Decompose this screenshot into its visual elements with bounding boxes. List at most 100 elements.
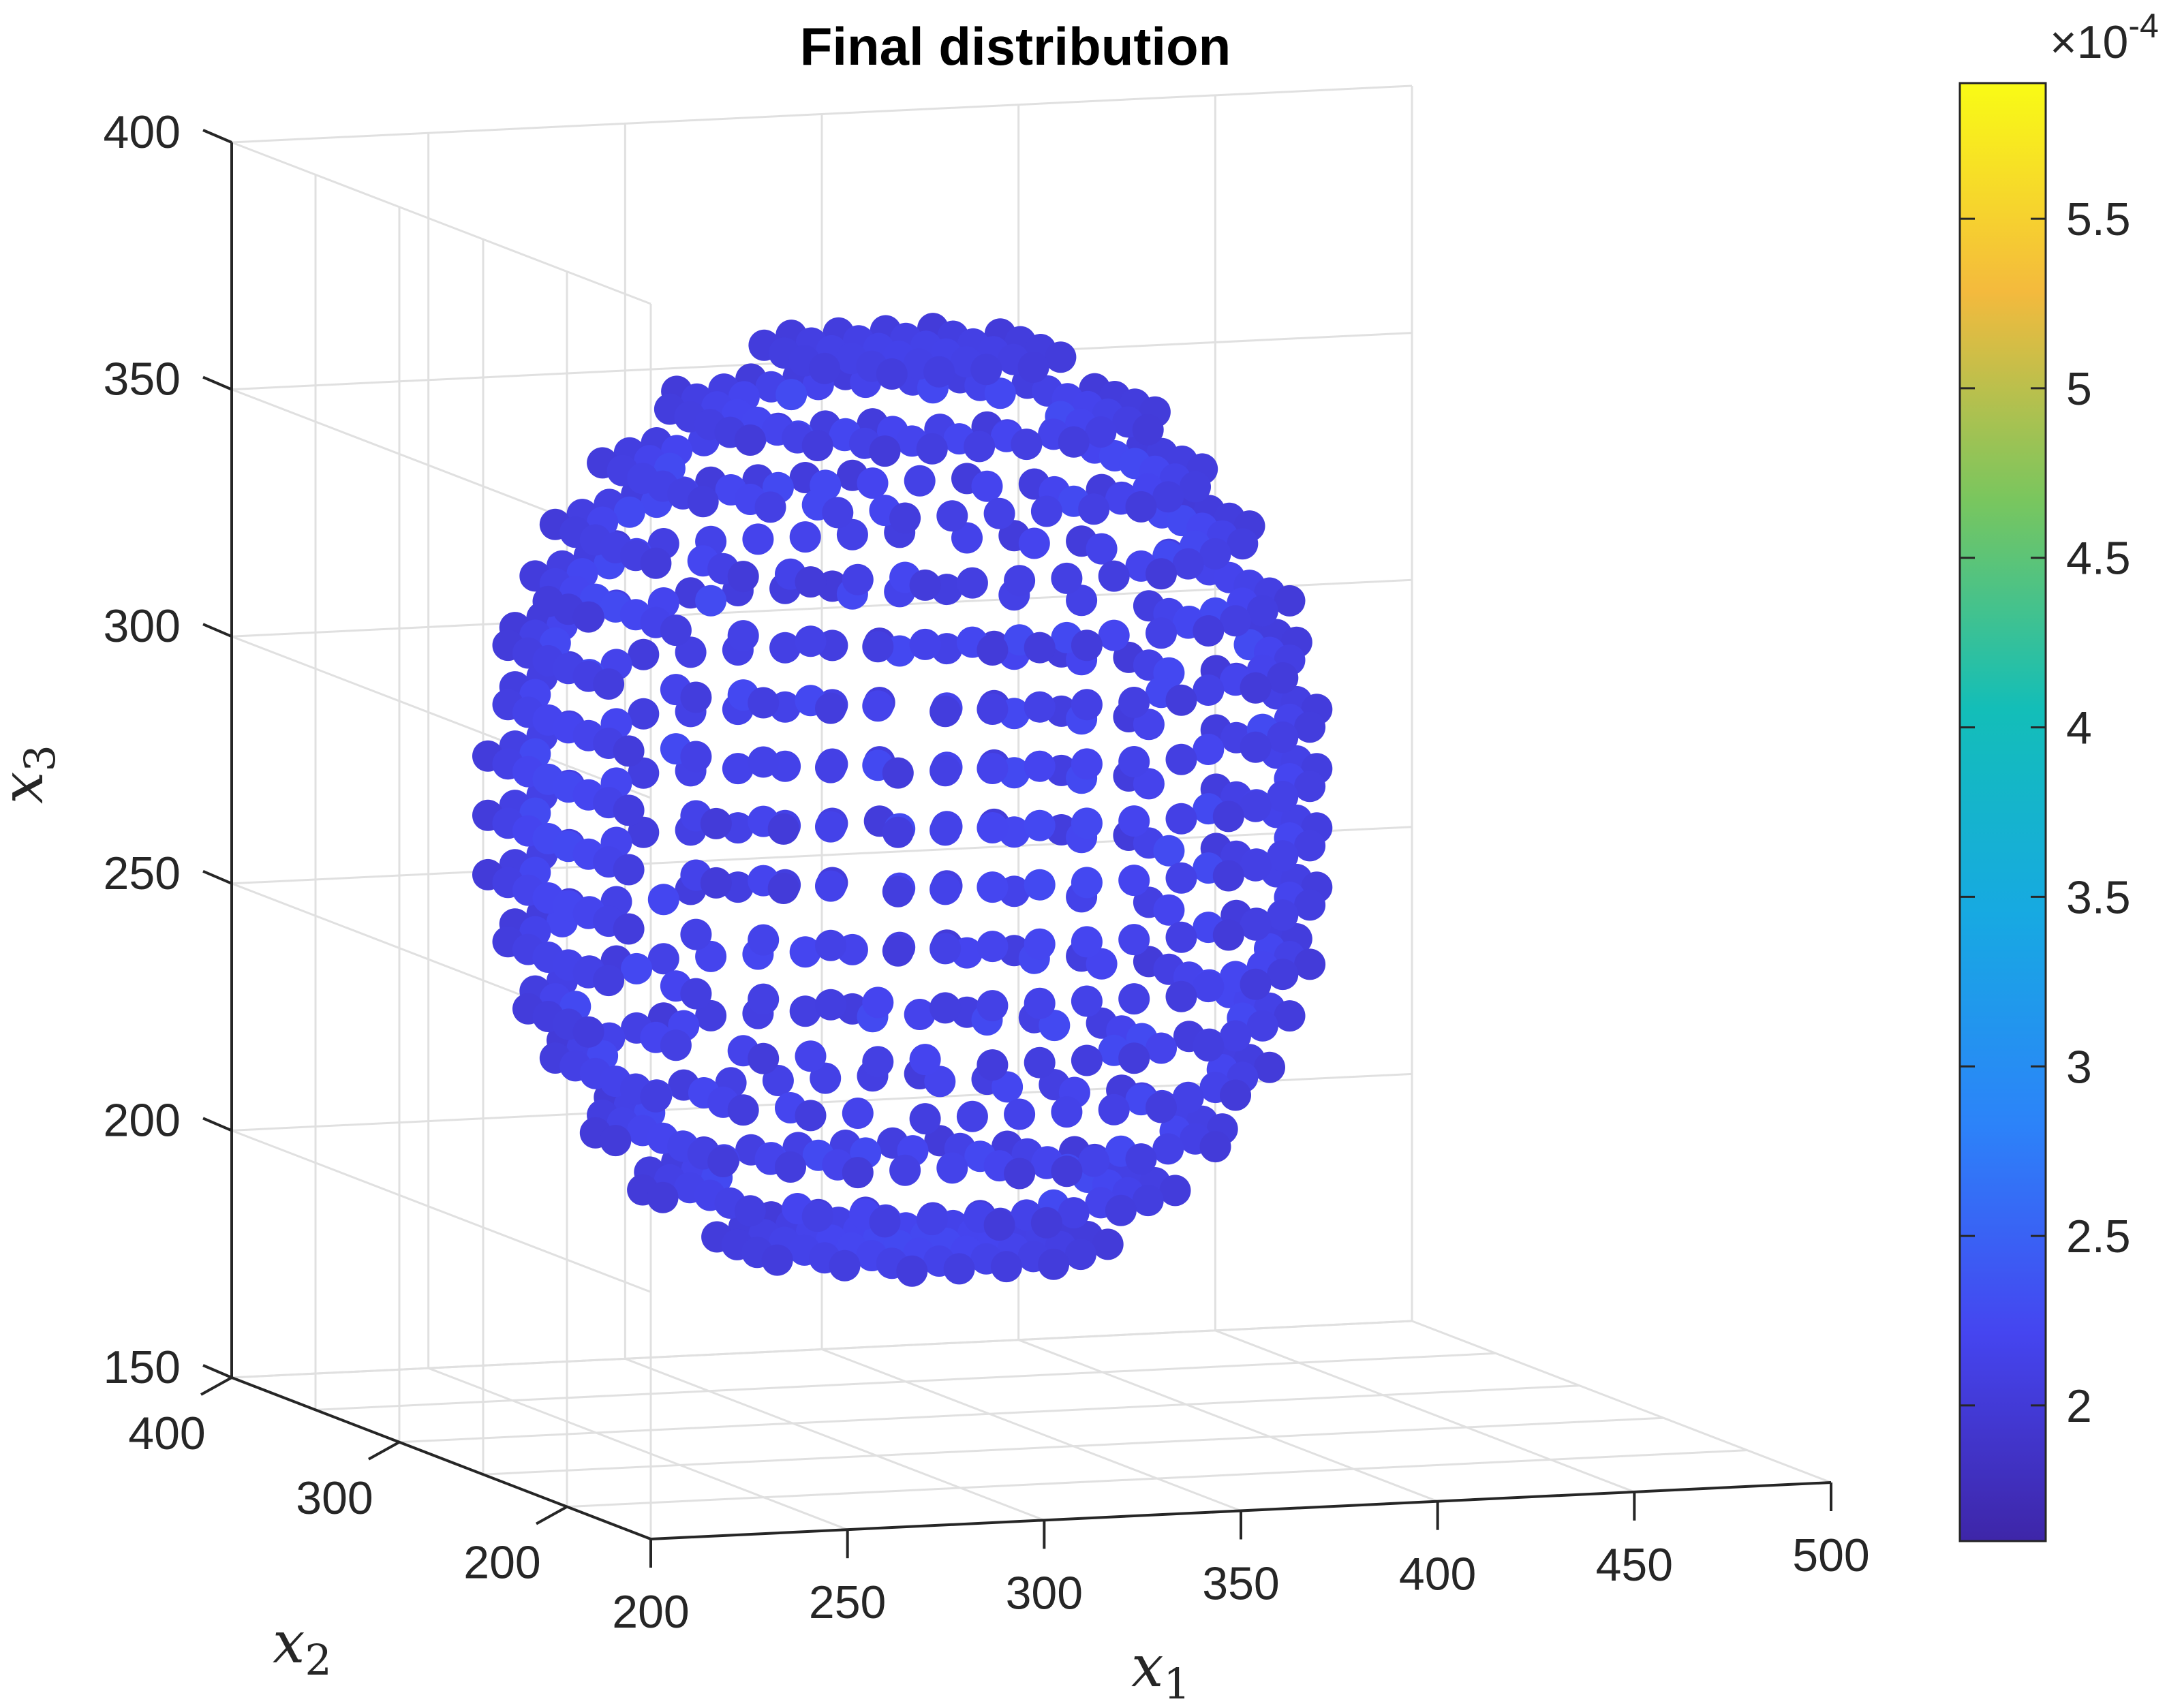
- data-point: [1098, 1093, 1130, 1125]
- data-point: [1038, 1248, 1070, 1280]
- x3-axis-label: x3: [0, 745, 65, 804]
- data-point: [904, 465, 936, 497]
- floor-gridline: [624, 1357, 1045, 1521]
- data-point: [680, 741, 712, 773]
- data-point: [1071, 985, 1103, 1017]
- data-point: [1199, 1131, 1231, 1163]
- wall-gridline: [231, 141, 651, 305]
- x2-tick-label: 400: [128, 1408, 205, 1459]
- x2-tick-label: 300: [296, 1472, 373, 1524]
- data-point: [929, 933, 962, 965]
- x1-tick-label: 400: [1399, 1549, 1476, 1600]
- data-point: [1051, 562, 1083, 594]
- data-point: [1212, 801, 1244, 833]
- data-point: [1267, 781, 1299, 812]
- data-point: [795, 1100, 827, 1132]
- x3-tick: [202, 623, 232, 638]
- data-point: [1240, 909, 1272, 941]
- data-point: [857, 467, 889, 499]
- x1-tick-label: 300: [1006, 1567, 1083, 1619]
- data-point: [1058, 426, 1090, 458]
- floor-gridline: [482, 1416, 1664, 1476]
- data-point: [1125, 1143, 1157, 1175]
- x2-tick: [368, 1441, 400, 1461]
- data-point: [869, 435, 901, 467]
- wall-gridline: [231, 1320, 1413, 1379]
- data-point: [734, 424, 766, 456]
- data-point: [1004, 1098, 1036, 1130]
- colorbar: [1958, 82, 2047, 1542]
- data-point: [896, 1255, 928, 1287]
- data-point: [951, 522, 983, 554]
- data-point: [1105, 1194, 1137, 1226]
- data-point: [1118, 746, 1150, 777]
- data-point: [1180, 471, 1211, 503]
- data-point: [789, 995, 821, 1027]
- data-point: [1240, 850, 1272, 882]
- data-point: [1246, 595, 1278, 627]
- data-point: [707, 1146, 739, 1177]
- data-point: [904, 999, 936, 1030]
- data-point: [700, 867, 732, 899]
- x2-axis-label: x2: [273, 1609, 332, 1685]
- data-point: [1125, 491, 1157, 523]
- data-point: [628, 698, 660, 730]
- x1-tick-label: 250: [809, 1577, 886, 1628]
- data-point: [1132, 1185, 1164, 1217]
- x3-tick: [202, 1117, 232, 1132]
- data-point: [1159, 1175, 1191, 1207]
- data-point: [977, 990, 1009, 1022]
- data-point: [647, 1181, 679, 1213]
- x2-tick: [200, 1376, 232, 1396]
- floor-gridline: [315, 1352, 1496, 1411]
- data-point: [1294, 711, 1326, 743]
- data-point: [1030, 495, 1062, 527]
- data-point: [956, 567, 988, 599]
- data-point: [1240, 672, 1272, 704]
- floor-gridline: [428, 1367, 848, 1531]
- data-point: [1118, 983, 1150, 1015]
- data-point: [810, 1062, 842, 1094]
- floor-gridline: [1411, 1320, 1832, 1484]
- data-point: [593, 668, 625, 700]
- data-point: [795, 566, 827, 598]
- data-point: [1153, 835, 1185, 867]
- colorbar-tick-label: 4.5: [2066, 533, 2131, 585]
- data-point: [600, 1125, 632, 1157]
- data-point: [862, 631, 894, 663]
- data-point: [1024, 809, 1056, 841]
- data-point: [640, 547, 672, 579]
- data-point: [1267, 662, 1299, 694]
- data-point: [1193, 1030, 1225, 1062]
- data-point: [742, 523, 774, 555]
- data-point: [727, 1094, 759, 1126]
- data-point: [660, 615, 692, 647]
- data-point: [1024, 750, 1056, 782]
- data-point: [1024, 928, 1056, 960]
- data-point: [1118, 865, 1150, 897]
- wall-gridline: [231, 635, 651, 799]
- data-point: [1172, 1081, 1204, 1113]
- x1-axis-label: x1: [1131, 1633, 1190, 1708]
- data-point: [1078, 493, 1110, 525]
- data-point: [767, 813, 799, 845]
- x3-tick-label: 400: [104, 106, 181, 158]
- data-point: [916, 433, 948, 465]
- data-point: [1098, 560, 1130, 592]
- x2-tick: [536, 1505, 568, 1525]
- data-point: [929, 814, 962, 846]
- colorbar-tick-label: 3: [2066, 1041, 2092, 1093]
- data-point: [647, 943, 679, 975]
- data-points: [472, 313, 1333, 1287]
- data-point: [983, 497, 1015, 529]
- data-point: [983, 1209, 1015, 1241]
- data-point: [1071, 807, 1103, 839]
- data-point: [977, 1049, 1009, 1081]
- data-point: [882, 757, 914, 789]
- data-point: [1024, 632, 1056, 664]
- data-point: [1240, 790, 1272, 822]
- data-point: [1004, 1158, 1036, 1190]
- data-point: [695, 940, 727, 972]
- data-point: [1220, 1020, 1251, 1052]
- data-point: [815, 870, 846, 902]
